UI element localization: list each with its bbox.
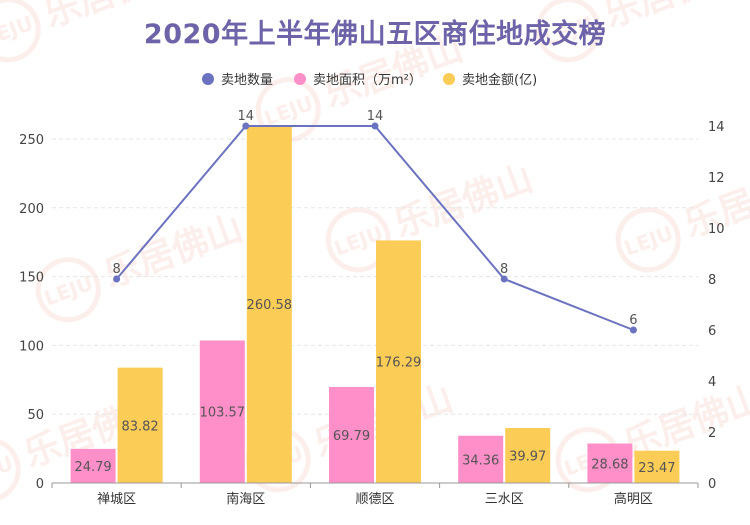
legend-label: 卖地数量 — [221, 73, 273, 88]
x-tick-label: 顺德区 — [355, 492, 394, 507]
x-tick-label: 三水区 — [485, 492, 524, 507]
series-line-count — [115, 125, 634, 331]
legend: 卖地数量 卖地面积（万m²） 卖地金额(亿) — [202, 72, 537, 88]
legend-marker — [202, 73, 214, 85]
left-tick-label: 200 — [19, 202, 44, 217]
right-tick-label: 4 — [708, 375, 716, 390]
left-tick-label: 0 — [36, 477, 44, 492]
bar-amount — [246, 125, 292, 483]
bar-area — [329, 386, 374, 483]
line-layer: 8 14 14 8 6 — [112, 109, 638, 334]
legend-marker — [443, 73, 455, 85]
bar-amount — [376, 240, 421, 483]
x-axis: 禅城区 南海区 顺德区 三水区 高明区 — [51, 482, 699, 507]
bar-area — [70, 448, 116, 483]
line-data-label: 14 — [238, 109, 255, 124]
right-tick-label: 0 — [708, 477, 716, 492]
bar-data-label: 34.36 — [462, 453, 499, 468]
x-tick-label: 南海区 — [226, 491, 265, 507]
x-tick-label: 高明区 — [614, 491, 653, 507]
line-point — [629, 326, 637, 334]
left-axis: 0 50 100 150 200 250 — [19, 133, 44, 492]
bar-amount — [117, 367, 163, 483]
bar-area — [587, 443, 633, 483]
x-tick-label: 禅城区 — [97, 492, 136, 507]
bar-data-label: 69.79 — [333, 429, 370, 444]
legend-label: 卖地面积（万m²） — [313, 73, 422, 88]
chart-title: 2020年上半年佛山五区商住地成交榜 — [143, 19, 607, 50]
bars-layer: 24.79 103.57 69.79 34.36 28.68 83.82 260.58 176… — [70, 125, 680, 483]
bar-area — [199, 340, 245, 483]
bar-area — [458, 435, 504, 483]
line-data-label: 6 — [629, 313, 637, 328]
bar-data-label: 28.68 — [591, 457, 628, 472]
line-point — [371, 122, 379, 130]
right-axis: 0 2 4 6 8 10 12 14 — [708, 120, 725, 492]
legend-marker — [294, 73, 306, 85]
line-point — [500, 275, 508, 283]
right-tick-label: 14 — [708, 120, 725, 135]
bar-amount — [634, 450, 680, 483]
line-data-label: 8 — [112, 262, 120, 277]
right-tick-label: 10 — [708, 222, 725, 237]
line-point — [113, 275, 121, 283]
bar-data-label: 103.57 — [200, 406, 246, 421]
line-data-label: 14 — [367, 109, 384, 124]
left-tick-label: 50 — [27, 408, 44, 423]
right-tick-label: 8 — [708, 273, 716, 288]
bar-data-label: 24.79 — [74, 460, 111, 475]
bar-data-label: 260.58 — [247, 298, 293, 313]
right-tick-label: 6 — [708, 324, 716, 339]
bar-data-label: 39.97 — [509, 450, 546, 465]
bar-data-label: 83.82 — [121, 419, 158, 434]
line-point — [242, 122, 250, 130]
left-tick-label: 100 — [19, 339, 44, 354]
right-tick-label: 2 — [708, 426, 716, 441]
left-tick-label: 250 — [19, 133, 44, 148]
bar-data-label: 23.47 — [638, 461, 675, 476]
bar-amount — [505, 428, 551, 483]
left-tick-label: 150 — [19, 271, 44, 286]
legend-label: 卖地金额(亿) — [462, 72, 537, 88]
bar-data-label: 176.29 — [376, 356, 422, 371]
right-tick-label: 12 — [708, 171, 725, 186]
line-data-label: 8 — [500, 262, 508, 277]
